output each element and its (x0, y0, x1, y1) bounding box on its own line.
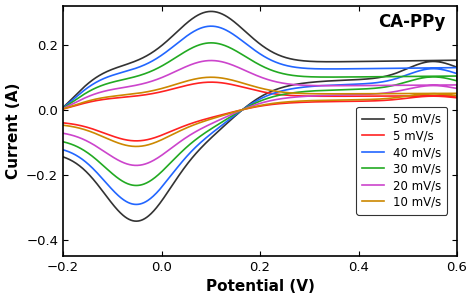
30 mV/s (165, 61, 170, 64)
10 mV/s (60, 107, 66, 111)
40 mV/s (208, 24, 214, 28)
20 mV/s (417, 85, 423, 88)
30 mV/s (60, 140, 66, 144)
10 mV/s (417, 93, 423, 96)
10 mV/s (434, 92, 439, 96)
30 mV/s (326, 75, 332, 79)
10 mV/s (133, 145, 139, 148)
50 mV/s (417, 62, 423, 65)
40 mV/s (60, 148, 66, 152)
5 mV/s (403, 94, 409, 98)
30 mV/s (403, 75, 409, 78)
20 mV/s (208, 59, 214, 62)
20 mV/s (165, 73, 170, 77)
50 mV/s (60, 155, 66, 159)
40 mV/s (165, 49, 170, 52)
Line: 50 mV/s: 50 mV/s (63, 11, 457, 221)
20 mV/s (133, 164, 139, 167)
10 mV/s (60, 123, 66, 127)
30 mV/s (434, 75, 439, 79)
Text: CA-PPy: CA-PPy (378, 13, 445, 31)
20 mV/s (193, 61, 199, 65)
5 mV/s (193, 82, 199, 85)
40 mV/s (60, 106, 66, 110)
30 mV/s (193, 44, 199, 48)
5 mV/s (165, 88, 170, 92)
50 mV/s (208, 10, 214, 13)
50 mV/s (165, 39, 170, 42)
50 mV/s (133, 219, 139, 223)
30 mV/s (208, 41, 214, 45)
Line: 30 mV/s: 30 mV/s (63, 43, 457, 185)
50 mV/s (403, 59, 409, 63)
Line: 20 mV/s: 20 mV/s (63, 61, 457, 165)
5 mV/s (417, 95, 423, 99)
Y-axis label: Current (A): Current (A) (6, 82, 20, 179)
40 mV/s (403, 66, 409, 70)
5 mV/s (434, 94, 439, 98)
10 mV/s (208, 75, 214, 79)
50 mV/s (434, 60, 439, 63)
X-axis label: Potential (V): Potential (V) (206, 279, 315, 294)
20 mV/s (403, 83, 409, 87)
20 mV/s (326, 84, 332, 88)
40 mV/s (193, 28, 199, 32)
5 mV/s (60, 121, 66, 125)
20 mV/s (60, 131, 66, 135)
30 mV/s (417, 76, 423, 80)
5 mV/s (60, 107, 66, 111)
5 mV/s (133, 139, 139, 143)
50 mV/s (326, 60, 332, 64)
40 mV/s (133, 202, 139, 206)
50 mV/s (193, 14, 199, 18)
50 mV/s (60, 106, 66, 109)
Line: 40 mV/s: 40 mV/s (63, 26, 457, 204)
Line: 10 mV/s: 10 mV/s (63, 77, 457, 146)
10 mV/s (403, 92, 409, 95)
5 mV/s (208, 80, 214, 84)
40 mV/s (417, 69, 423, 72)
5 mV/s (326, 94, 332, 98)
Legend: 50 mV/s, 5 mV/s, 40 mV/s, 30 mV/s, 20 mV/s, 10 mV/s: 50 mV/s, 5 mV/s, 40 mV/s, 30 mV/s, 20 mV… (357, 107, 447, 214)
10 mV/s (326, 92, 332, 96)
Line: 5 mV/s: 5 mV/s (63, 82, 457, 141)
40 mV/s (326, 67, 332, 71)
20 mV/s (60, 107, 66, 110)
30 mV/s (60, 106, 66, 110)
10 mV/s (193, 77, 199, 81)
40 mV/s (434, 67, 439, 70)
10 mV/s (165, 85, 170, 88)
20 mV/s (434, 84, 439, 87)
30 mV/s (133, 184, 139, 187)
